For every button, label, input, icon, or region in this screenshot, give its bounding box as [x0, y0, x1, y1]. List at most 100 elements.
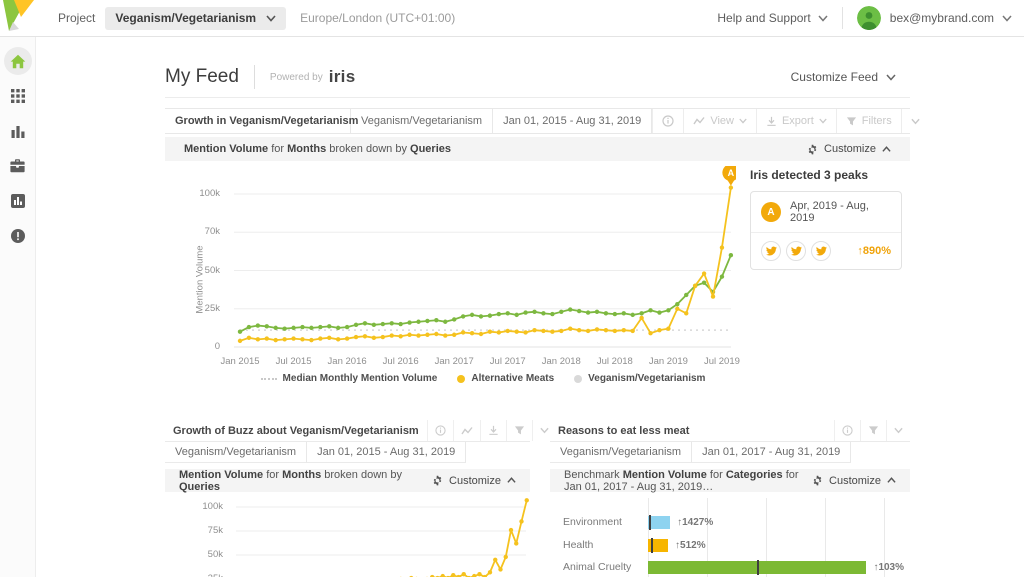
- customize-button[interactable]: Customize: [807, 143, 891, 155]
- card-filters-row: Veganism/Vegetarianism Jan 01, 2015 - Au…: [165, 442, 530, 463]
- filters-button[interactable]: [860, 420, 886, 441]
- dashboard-icon: [11, 194, 25, 208]
- sidebar-item-dashboards[interactable]: [4, 187, 32, 215]
- bar[interactable]: [648, 516, 670, 529]
- change-badge: ↑512%: [675, 539, 706, 552]
- info-button[interactable]: [427, 420, 453, 441]
- chart-legend: Median Monthly Mention Volume Alternativ…: [228, 373, 738, 384]
- help-and-support-menu[interactable]: Help and Support: [717, 11, 827, 25]
- sidebar-item-alerts[interactable]: [4, 222, 32, 250]
- category-label: Health: [550, 539, 648, 551]
- chevron-up-icon: [507, 477, 516, 484]
- iris-peaks-panel: Iris detected 3 peaks A Apr, 2019 - Aug,…: [750, 168, 902, 270]
- customize-button[interactable]: Customize: [432, 475, 516, 487]
- card-title: Growth of Buzz about Veganism/Vegetarian…: [165, 420, 427, 441]
- line-chart-icon: [693, 116, 705, 126]
- collapse-card-button[interactable]: [886, 420, 910, 441]
- customize-feed-label: Customize Feed: [791, 70, 878, 84]
- y-tick-label: 50k: [165, 549, 223, 560]
- sidebar-item-projects[interactable]: [4, 152, 32, 180]
- customize-feed-button[interactable]: Customize Feed: [791, 70, 896, 84]
- twitter-icon[interactable]: [811, 241, 831, 261]
- growth-of-buzz-card: Growth of Buzz about Veganism/Vegetarian…: [165, 420, 530, 577]
- info-icon: [842, 425, 853, 436]
- main-card-header: Growth in Veganism/Vegetarianism Veganis…: [165, 108, 910, 134]
- topbar-right: Help and Support bex@mybrand.com: [717, 6, 1012, 30]
- collapse-card-button[interactable]: [901, 109, 929, 133]
- date-range-chip[interactable]: Jan 01, 2015 - Aug 31, 2019: [493, 109, 652, 133]
- avatar[interactable]: [857, 6, 881, 30]
- chevron-down-icon: [739, 118, 747, 124]
- grid-icon: [11, 89, 25, 103]
- card-title: Growth in Veganism/Vegetarianism: [165, 109, 351, 133]
- query-chip[interactable]: Veganism/Vegetarianism: [351, 109, 493, 133]
- y-tick-label: 50k: [165, 265, 220, 276]
- benchmark-bar-chart: Environment↑1427%Health↑512%Animal Cruel…: [550, 498, 910, 577]
- date-range-chip[interactable]: Jan 01, 2017 - Aug 31, 2019: [692, 442, 851, 463]
- sidebar-item-charts[interactable]: [4, 117, 32, 145]
- sidebar-item-apps[interactable]: [4, 82, 32, 110]
- x-tick-label: Jul 2017: [490, 356, 526, 367]
- x-tick-label: Jul 2019: [704, 356, 740, 367]
- group-label: Queries: [410, 143, 451, 155]
- x-tick-label: Jul 2015: [276, 356, 312, 367]
- change-badge: ↑1427%: [677, 516, 713, 529]
- benchmark-tick: [651, 538, 653, 553]
- x-tick-label: Jan 2017: [435, 356, 474, 367]
- peak-a-marker: A: [761, 202, 781, 222]
- card-header: Growth of Buzz about Veganism/Vegetarian…: [165, 420, 530, 442]
- dashed-line-icon: [261, 378, 277, 380]
- date-range-chip[interactable]: Jan 01, 2015 - Aug 31, 2019: [307, 442, 466, 463]
- twitter-icon[interactable]: [761, 241, 781, 261]
- benchmark-tick: [757, 560, 759, 575]
- customize-button[interactable]: Customize: [812, 475, 896, 487]
- download-icon: [766, 116, 777, 127]
- y-tick-label: 70k: [165, 226, 220, 237]
- gear-icon: [432, 475, 443, 486]
- legend-item-veganism[interactable]: Veganism/Vegetarianism: [574, 373, 705, 384]
- svg-text:A: A: [728, 168, 735, 178]
- peak-period-row[interactable]: A Apr, 2019 - Aug, 2019: [751, 192, 901, 233]
- chevron-down-icon: [266, 15, 276, 22]
- twitter-icon[interactable]: [786, 241, 806, 261]
- y-tick-label: 25k: [165, 303, 220, 314]
- brandwatch-logo-icon[interactable]: [0, 0, 36, 36]
- export-button[interactable]: [480, 420, 506, 441]
- info-icon: [662, 115, 674, 127]
- y-tick-label: 25k: [165, 573, 223, 577]
- view-button[interactable]: [453, 420, 480, 441]
- bar-chart-icon: [11, 124, 25, 138]
- chevron-down-icon: [886, 74, 896, 81]
- chevron-down-icon[interactable]: [1002, 15, 1012, 22]
- topbar: Project Veganism/Vegetarianism Europe/Lo…: [0, 0, 1024, 37]
- card-toolbar: [834, 420, 910, 441]
- filters-button[interactable]: [506, 420, 532, 441]
- legend-item-alternative-meats[interactable]: Alternative Meats: [457, 373, 554, 384]
- sidebar-item-home[interactable]: [4, 47, 32, 75]
- query-chip[interactable]: Veganism/Vegetarianism: [165, 442, 307, 463]
- chevron-down-icon: [540, 427, 549, 434]
- x-tick-label: Jul 2018: [597, 356, 633, 367]
- filters-button[interactable]: Filters: [836, 109, 901, 133]
- view-button[interactable]: View: [683, 109, 756, 133]
- x-tick-label: Jan 2015: [220, 356, 259, 367]
- series-dot-icon: [574, 375, 582, 383]
- card-header: Reasons to eat less meat: [550, 420, 910, 442]
- user-email[interactable]: bex@mybrand.com: [890, 11, 994, 25]
- info-button[interactable]: [652, 109, 683, 133]
- chevron-down-icon: [818, 15, 828, 22]
- filters-label: Filters: [862, 115, 892, 127]
- project-dropdown[interactable]: Veganism/Vegetarianism: [105, 7, 286, 30]
- page-header: My Feed Powered by iris Customize Feed: [165, 57, 910, 98]
- info-icon: [435, 425, 446, 436]
- card-title: Reasons to eat less meat: [550, 420, 697, 441]
- info-button[interactable]: [834, 420, 860, 441]
- bar-zone: ↑1427%: [648, 516, 905, 529]
- query-chip[interactable]: Veganism/Vegetarianism: [550, 442, 692, 463]
- legend-item-median[interactable]: Median Monthly Mention Volume: [261, 373, 438, 384]
- chart-config-bar: Mention Volume for Months broken down by…: [165, 469, 530, 492]
- line-chart-plot: [230, 497, 530, 577]
- export-button[interactable]: Export: [756, 109, 836, 133]
- peak-pin-marker: A: [722, 166, 736, 186]
- category-label: Environment: [550, 516, 648, 528]
